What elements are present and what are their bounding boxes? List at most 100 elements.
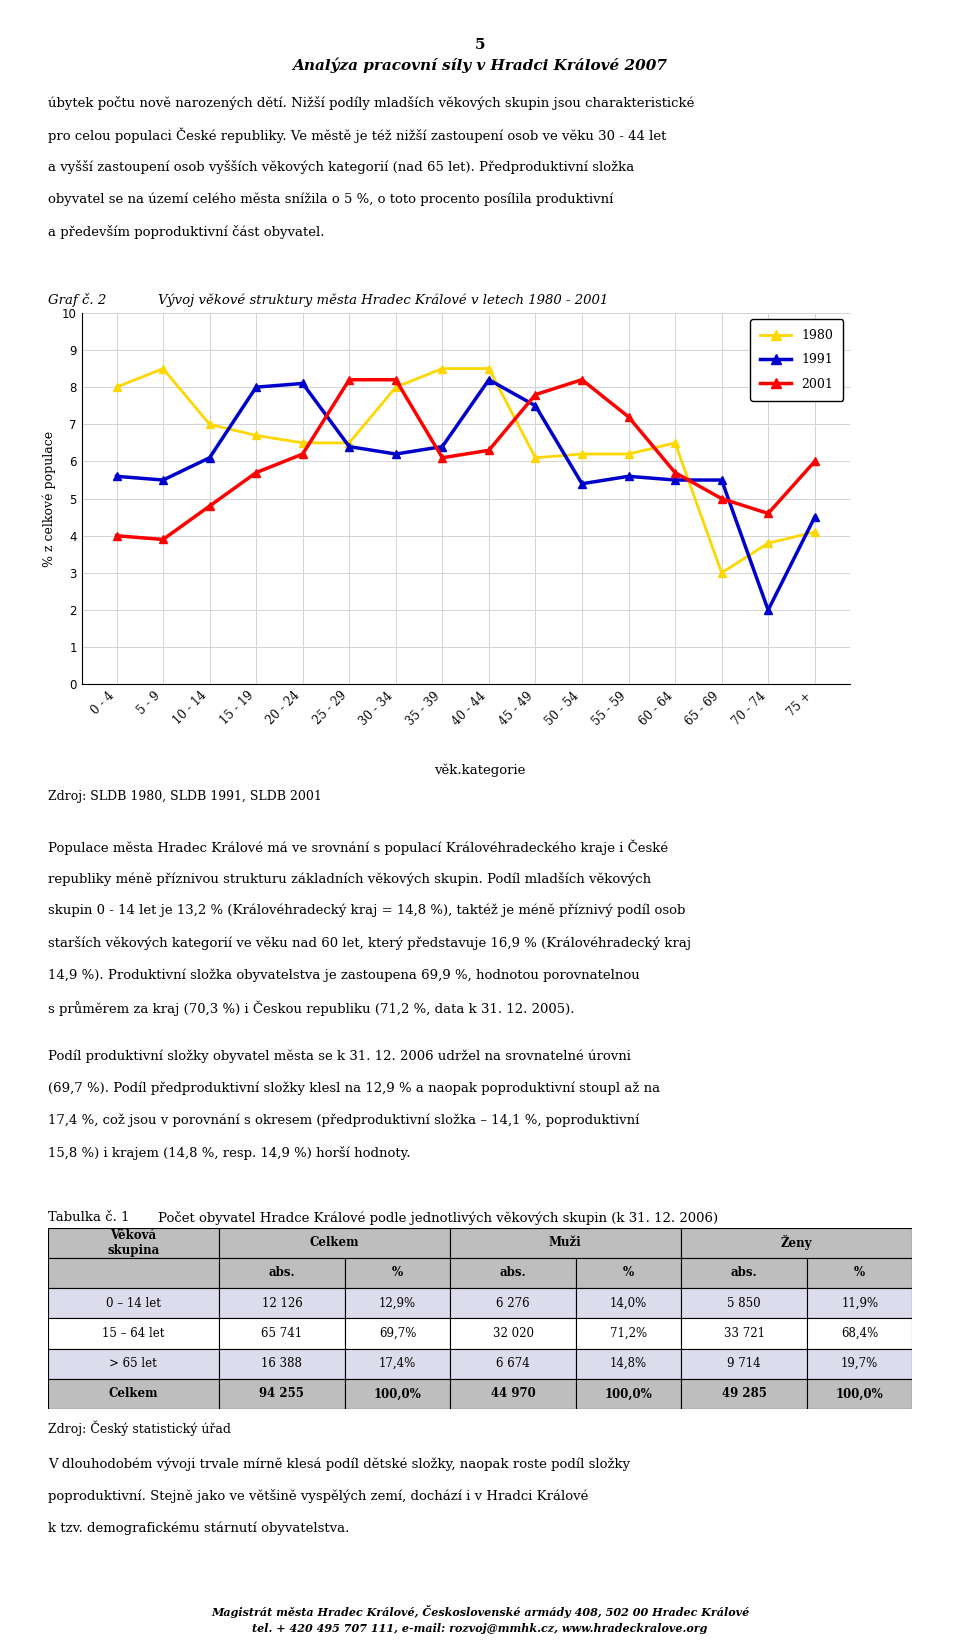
Text: Populace města Hradec Králové má ve srovnání s populací Královéhradeckého kraje : Populace města Hradec Králové má ve srov… xyxy=(48,840,668,855)
Text: 33 721: 33 721 xyxy=(724,1327,765,1341)
Text: %: % xyxy=(392,1266,403,1280)
Text: 5: 5 xyxy=(475,38,485,51)
Text: > 65 let: > 65 let xyxy=(109,1357,157,1370)
Bar xyxy=(346,1319,449,1349)
Text: úbytek počtu nově narozených dětí. Nižší podíly mladších věkových skupin jsou ch: úbytek počtu nově narozených dětí. Nižší… xyxy=(48,96,694,109)
Text: Zdroj: SLDB 1980, SLDB 1991, SLDB 2001: Zdroj: SLDB 1980, SLDB 1991, SLDB 2001 xyxy=(48,791,322,802)
Text: skupin 0 - 14 let je 13,2 % (Královéhradecký kraj = 14,8 %), taktéž je méně příz: skupin 0 - 14 let je 13,2 % (Královéhrad… xyxy=(48,905,685,918)
Text: 6 276: 6 276 xyxy=(496,1296,530,1309)
Text: 100,0%: 100,0% xyxy=(836,1387,883,1400)
Bar xyxy=(681,1288,807,1319)
Bar xyxy=(48,1379,219,1410)
Bar xyxy=(576,1319,681,1349)
Bar xyxy=(576,1349,681,1379)
Y-axis label: % z celkové populace: % z celkové populace xyxy=(43,431,57,566)
Text: 15,8 %) i krajem (14,8 %, resp. 14,9 %) horší hodnoty.: 15,8 %) i krajem (14,8 %, resp. 14,9 %) … xyxy=(48,1146,411,1159)
Text: 12,9%: 12,9% xyxy=(379,1296,416,1309)
Text: %: % xyxy=(854,1266,865,1280)
Text: V dlouhodobém vývoji trvale mírně klesá podíl dětské složky, naopak roste podíl : V dlouhodobém vývoji trvale mírně klesá … xyxy=(48,1458,630,1471)
Text: republiky méně příznivou strukturu základních věkových skupin. Podíl mladších vě: republiky méně příznivou strukturu zákla… xyxy=(48,872,651,885)
Text: abs.: abs. xyxy=(500,1266,526,1280)
Bar xyxy=(681,1349,807,1379)
Text: 0 – 14 let: 0 – 14 let xyxy=(106,1296,160,1309)
Text: 49 285: 49 285 xyxy=(722,1387,767,1400)
Bar xyxy=(681,1319,807,1349)
Bar xyxy=(681,1228,912,1258)
Bar xyxy=(346,1258,449,1288)
Bar xyxy=(449,1228,681,1258)
Bar xyxy=(807,1349,912,1379)
Text: věk.kategorie: věk.kategorie xyxy=(434,764,526,778)
Bar xyxy=(219,1228,449,1258)
Bar xyxy=(807,1288,912,1319)
Text: 32 020: 32 020 xyxy=(492,1327,534,1341)
Text: pro celou populaci České republiky. Ve městě je též nižší zastoupení osob ve věk: pro celou populaci České republiky. Ve m… xyxy=(48,129,666,144)
Text: a především poproduktivní část obyvatel.: a především poproduktivní část obyvatel. xyxy=(48,225,324,238)
Text: Celkem: Celkem xyxy=(309,1237,359,1250)
Bar xyxy=(807,1379,912,1410)
Bar xyxy=(681,1379,807,1410)
Text: %: % xyxy=(623,1266,635,1280)
Text: Vývoj věkové struktury města Hradec Králové v letech 1980 - 2001: Vývoj věkové struktury města Hradec Král… xyxy=(158,294,609,307)
Bar xyxy=(576,1379,681,1410)
Bar xyxy=(219,1319,346,1349)
Text: 68,4%: 68,4% xyxy=(841,1327,878,1341)
Bar xyxy=(807,1258,912,1288)
Bar xyxy=(807,1319,912,1349)
Bar xyxy=(48,1288,219,1319)
Text: 17,4 %, což jsou v porovnání s okresem (předproduktivní složka – 14,1 %, poprodu: 17,4 %, což jsou v porovnání s okresem (… xyxy=(48,1114,639,1128)
Text: 14,0%: 14,0% xyxy=(610,1296,647,1309)
Text: Věková
skupina: Věková skupina xyxy=(108,1228,159,1256)
Text: starších věkových kategorií ve věku nad 60 let, který představuje 16,9 % (Králov: starších věkových kategorií ve věku nad … xyxy=(48,936,691,949)
Bar xyxy=(449,1379,576,1410)
Text: 100,0%: 100,0% xyxy=(605,1387,653,1400)
Bar xyxy=(48,1349,219,1379)
Text: 15 – 64 let: 15 – 64 let xyxy=(102,1327,164,1341)
Text: a vyšší zastoupení osob vyšších věkových kategorií (nad 65 let). Předproduktivní: a vyšší zastoupení osob vyšších věkových… xyxy=(48,160,635,173)
Bar xyxy=(219,1379,346,1410)
Text: Muži: Muži xyxy=(549,1237,582,1250)
Text: Celkem: Celkem xyxy=(108,1387,158,1400)
Text: (69,7 %). Podíl předproduktivní složky klesl na 12,9 % a naopak poproduktivní st: (69,7 %). Podíl předproduktivní složky k… xyxy=(48,1081,660,1095)
Bar xyxy=(449,1319,576,1349)
Legend: 1980, 1991, 2001: 1980, 1991, 2001 xyxy=(750,319,843,401)
Text: abs.: abs. xyxy=(269,1266,295,1280)
Text: 9 714: 9 714 xyxy=(728,1357,761,1370)
Text: Tabulka č. 1: Tabulka č. 1 xyxy=(48,1212,130,1223)
Text: Analýza pracovní síly v Hradci Králové 2007: Analýza pracovní síly v Hradci Králové 2… xyxy=(293,58,667,73)
Text: 100,0%: 100,0% xyxy=(373,1387,421,1400)
Text: 11,9%: 11,9% xyxy=(841,1296,878,1309)
Text: Počet obyvatel Hradce Králové podle jednotlivých věkových skupin (k 31. 12. 2006: Počet obyvatel Hradce Králové podle jedn… xyxy=(158,1212,718,1225)
Bar xyxy=(346,1288,449,1319)
Bar xyxy=(449,1349,576,1379)
Bar xyxy=(48,1258,219,1288)
Bar xyxy=(681,1258,807,1288)
Text: poproduktivní. Stejně jako ve většině vyspělých zemí, dochází i v Hradci Králové: poproduktivní. Stejně jako ve většině vy… xyxy=(48,1489,588,1502)
Bar xyxy=(346,1379,449,1410)
Text: abs.: abs. xyxy=(731,1266,757,1280)
Text: 6 674: 6 674 xyxy=(496,1357,530,1370)
Bar xyxy=(219,1349,346,1379)
Bar xyxy=(346,1349,449,1379)
Text: 12 126: 12 126 xyxy=(261,1296,302,1309)
Text: 69,7%: 69,7% xyxy=(379,1327,416,1341)
Text: 16 388: 16 388 xyxy=(261,1357,302,1370)
Text: Ženy: Ženy xyxy=(780,1235,812,1250)
Bar xyxy=(48,1228,219,1258)
Text: k tzv. demografickému stárnutí obyvatelstva.: k tzv. demografickému stárnutí obyvatels… xyxy=(48,1522,349,1535)
Text: obyvatel se na území celého města snížila o 5 %, o toto procento posílila produk: obyvatel se na území celého města snížil… xyxy=(48,193,613,206)
Bar xyxy=(48,1319,219,1349)
Bar xyxy=(449,1288,576,1319)
Bar xyxy=(576,1288,681,1319)
Text: 14,8%: 14,8% xyxy=(610,1357,647,1370)
Text: Graf č. 2: Graf č. 2 xyxy=(48,294,107,307)
Text: Podíl produktivní složky obyvatel města se k 31. 12. 2006 udržel na srovnatelné : Podíl produktivní složky obyvatel města … xyxy=(48,1050,631,1063)
Text: s průměrem za kraj (70,3 %) i Českou republiku (71,2 %, data k 31. 12. 2005).: s průměrem za kraj (70,3 %) i Českou rep… xyxy=(48,1001,574,1015)
Text: 65 741: 65 741 xyxy=(261,1327,302,1341)
Text: 17,4%: 17,4% xyxy=(379,1357,416,1370)
Text: 19,7%: 19,7% xyxy=(841,1357,878,1370)
Text: 71,2%: 71,2% xyxy=(610,1327,647,1341)
Bar xyxy=(219,1258,346,1288)
Text: 14,9 %). Produktivní složka obyvatelstva je zastoupena 69,9 %, hodnotou porovnat: 14,9 %). Produktivní složka obyvatelstva… xyxy=(48,969,639,982)
Text: Magistrát města Hradec Králové, Československé armády 408, 502 00 Hradec Králové: Magistrát města Hradec Králové, Českoslo… xyxy=(211,1605,749,1618)
